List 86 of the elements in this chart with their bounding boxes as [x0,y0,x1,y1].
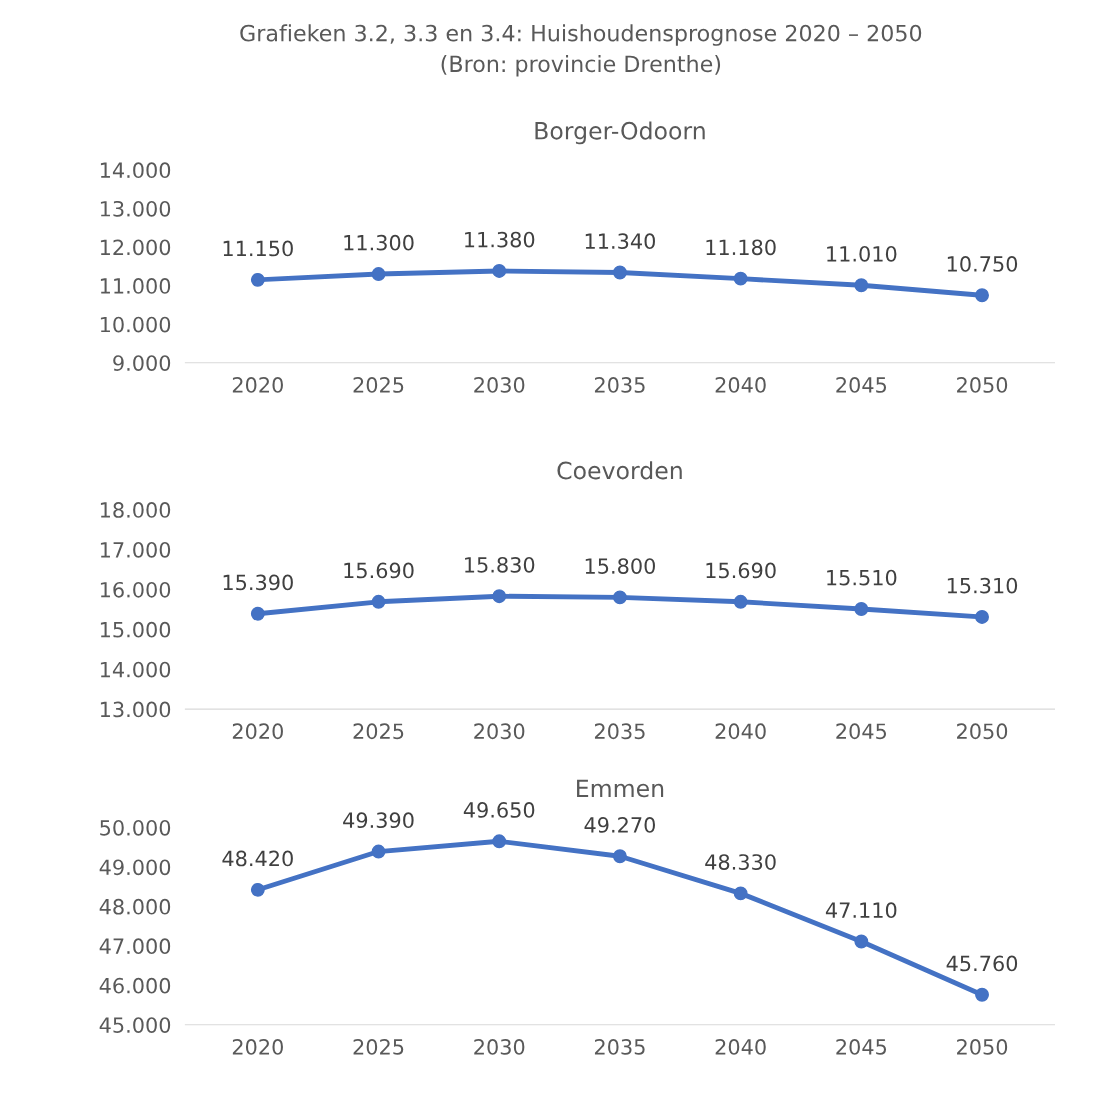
data-label: 15.830 [465,556,535,573]
x-tick-label: 2025 [353,377,404,393]
y-tick-label: 50.000 [100,819,171,836]
point [854,278,869,293]
data-label: 15.390 [223,574,293,591]
point [733,594,748,609]
data-label: 11.010 [827,245,897,262]
x-tick-label: 2040 [715,1039,766,1055]
x-tick-label: 2040 [715,377,766,393]
x-tick-label: 2035 [594,377,645,393]
y-tick-label: 16.000 [100,581,171,598]
data-label: 49.650 [463,802,535,818]
point [492,264,507,278]
data-label: 48.420 [222,850,293,867]
x-tick-label: 2020 [232,377,283,393]
data-label: 49.270 [584,817,655,833]
point [371,844,386,859]
x-tick-label: 2020 [232,1039,283,1055]
y-tick-label: 14.000 [100,162,171,179]
x-tick-label: 2025 [353,723,404,740]
data-label: 15.690 [706,562,776,579]
data-label: 11.340 [585,233,655,250]
point [975,987,989,1002]
y-tick-label: 9.000 [113,355,171,371]
x-tick-label: 2040 [715,723,766,740]
chart-title: Coevorden [557,461,682,480]
x-tick-label: 2045 [836,1039,887,1055]
point [733,271,748,286]
point [492,589,507,604]
chart-title: Borger-Odoorn [535,121,705,145]
data-label: 15.310 [947,577,1018,594]
point [612,590,627,605]
x-tick-label: 2045 [836,723,887,740]
data-label: 11.300 [344,234,414,251]
y-tick-label: 46.000 [99,977,171,994]
data-label: 10.750 [947,256,1018,272]
y-tick-label: 18.000 [100,502,171,518]
x-tick-label: 2050 [957,1039,1008,1055]
x-tick-label: 2030 [474,1039,525,1055]
data-label: 49.390 [343,812,414,829]
data-label: 45.760 [946,955,1018,972]
point [250,272,265,287]
data-label: 15.510 [827,569,897,586]
chart-title: Emmen [577,779,664,798]
x-tick-label: 2035 [594,723,645,740]
x-tick-label: 2030 [474,377,525,393]
point [854,602,869,616]
data-label: 11.380 [465,231,535,248]
point [492,834,507,849]
point [612,265,627,280]
y-tick-label: 10.000 [100,316,171,333]
point [612,849,627,864]
text: Grafieken 3.2, 3.3 en 3.4: Huishoudensprognose 2020 – 2050 [240,24,922,46]
point [371,267,386,281]
y-tick-label: 47.000 [99,938,171,955]
point [975,288,989,303]
point [250,606,265,621]
data-label: 48.330 [705,854,776,870]
data-label: 15.690 [344,562,414,579]
x-tick-label: 2050 [957,723,1008,740]
y-tick-label: 17.000 [100,541,171,558]
data-label: 11.180 [706,239,776,256]
y-tick-label: 45.000 [99,1017,171,1033]
text: (Bron: provincie Drenthe) [441,55,721,77]
x-tick-label: 2025 [353,1039,404,1055]
y-tick-label: 48.000 [99,898,171,915]
data-label: 15.800 [585,558,655,574]
y-tick-label: 14.000 [100,661,171,678]
point [250,882,265,897]
y-tick-label: 13.000 [100,701,171,718]
x-tick-label: 2035 [594,1039,645,1055]
y-tick-label: 12.000 [100,239,171,256]
point [733,886,748,901]
y-tick-label: 11.000 [100,278,171,294]
point [854,934,869,949]
y-tick-label: 13.000 [100,200,171,217]
point [371,594,386,609]
x-tick-label: 2045 [836,377,887,393]
x-tick-label: 2030 [474,723,525,740]
data-label: 11.150 [223,240,293,257]
data-label: 47.110 [825,902,897,919]
y-tick-label: 49.000 [99,859,171,876]
point [975,610,989,624]
x-tick-label: 2020 [232,723,283,740]
x-tick-label: 2050 [957,377,1008,393]
y-tick-label: 15.000 [100,621,171,638]
